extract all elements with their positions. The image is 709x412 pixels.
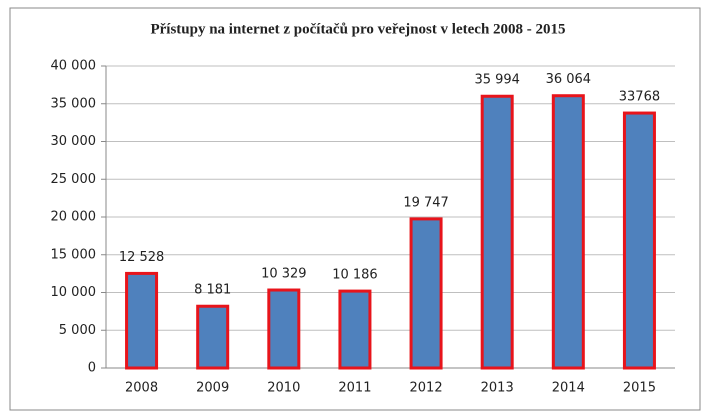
chart-title: Přístupy na internet z počítačů pro veře… — [150, 21, 565, 37]
x-tick-label: 2013 — [481, 381, 514, 396]
bar — [480, 94, 514, 370]
x-tick-label: 2008 — [125, 381, 158, 396]
data-label: 10 329 — [261, 267, 307, 282]
x-tick-label: 2010 — [267, 381, 300, 396]
x-tick-label: 2011 — [338, 381, 371, 396]
data-label: 10 186 — [332, 268, 378, 283]
y-tick-label: 40 000 — [51, 59, 97, 74]
data-label: 33768 — [619, 90, 660, 105]
bar — [338, 289, 372, 370]
bar — [409, 217, 443, 370]
y-tick-label: 15 000 — [51, 247, 97, 262]
data-label: 19 747 — [403, 195, 449, 210]
y-tick-label: 35 000 — [51, 96, 97, 111]
bar — [622, 111, 656, 370]
x-tick-label: 2012 — [410, 381, 443, 396]
data-label: 35 994 — [474, 73, 520, 88]
y-tick-label: 0 — [88, 361, 96, 376]
data-label: 8 181 — [194, 283, 231, 298]
bar — [196, 304, 230, 370]
y-tick-label: 20 000 — [51, 210, 97, 225]
y-tick-label: 10 000 — [51, 285, 97, 300]
bar — [551, 94, 585, 370]
x-tick-label: 2015 — [623, 381, 656, 396]
data-label: 12 528 — [119, 250, 165, 265]
data-label: 36 064 — [546, 72, 592, 87]
x-tick-label: 2014 — [552, 381, 585, 396]
x-tick-label: 2009 — [196, 381, 229, 396]
bar — [125, 271, 159, 370]
y-tick-label: 30 000 — [51, 134, 97, 149]
bar — [267, 288, 301, 370]
y-tick-label: 25 000 — [51, 172, 97, 187]
y-tick-label: 5 000 — [59, 323, 96, 338]
